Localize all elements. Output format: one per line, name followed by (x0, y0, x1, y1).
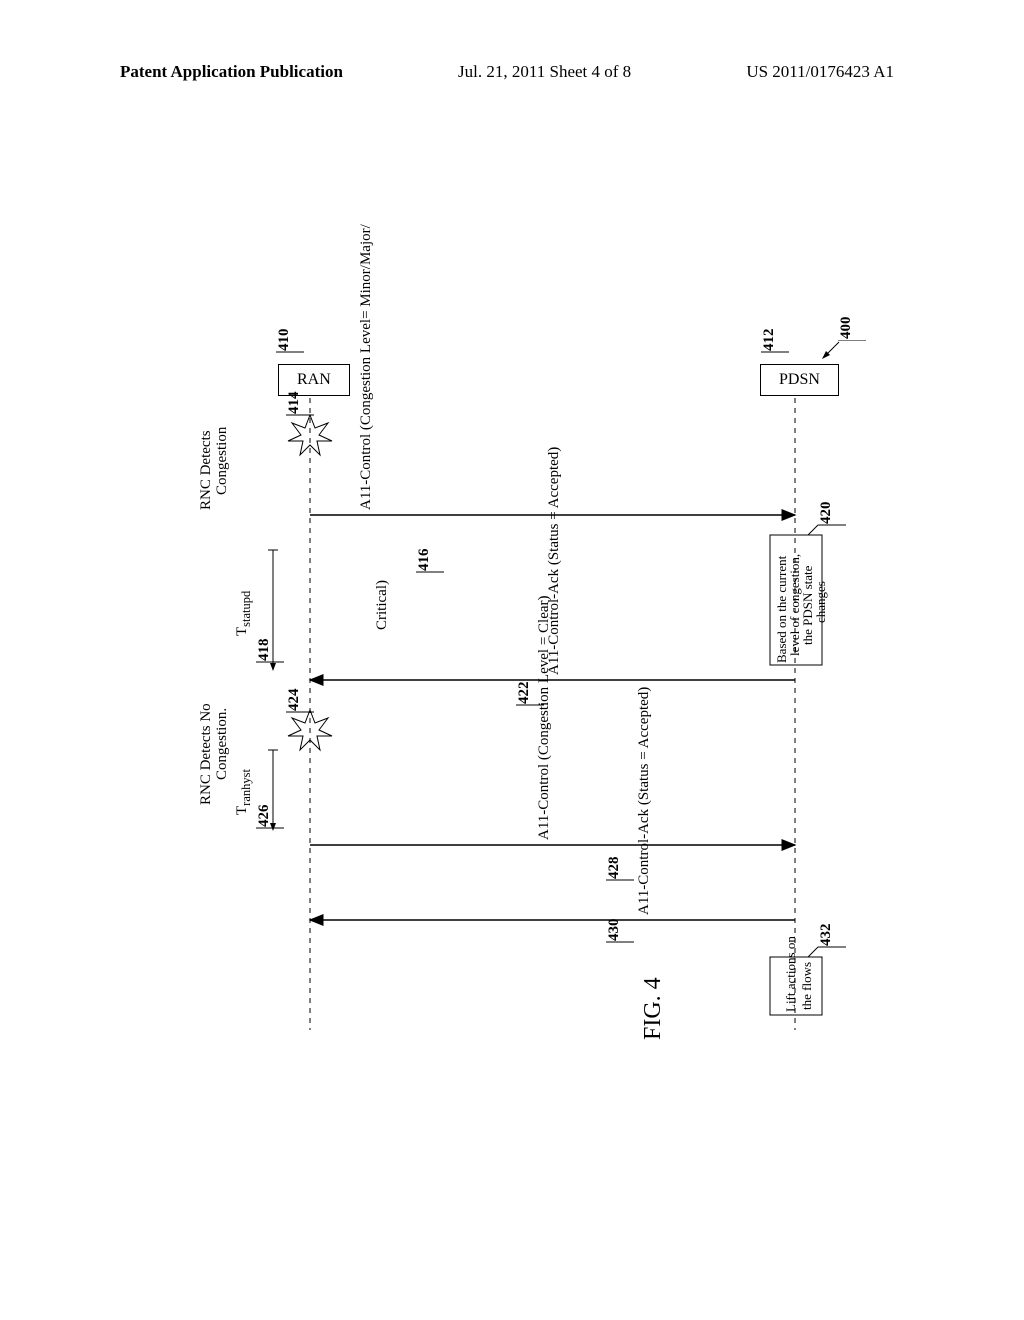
msg-m1-line1: A11-Control (Congestion Level= Minor/Maj… (358, 224, 375, 510)
process-p2-l2: the flows (799, 962, 815, 1010)
ref-416: 416 (416, 549, 433, 572)
ref-424: 424 (286, 689, 303, 712)
process-p1-l4: changes (813, 581, 829, 623)
ref-420: 420 (818, 502, 835, 525)
event-rnc-nocongestion-l2: Congestion. (214, 708, 231, 780)
ref-430: 430 (606, 919, 623, 942)
process-p2-l1: Lift actions on (783, 936, 799, 1012)
header-center: Jul. 21, 2011 Sheet 4 of 8 (458, 62, 631, 82)
ref-418: 418 (256, 639, 273, 662)
ref-432: 432 (818, 924, 835, 947)
msg-m3: A11-Control (Congestion Level = Clear) (536, 595, 553, 840)
sequence-diagram: RAN PDSN 410 412 400 414 416 418 420 422… (90, 340, 910, 1040)
lifeline-pdsn: PDSN (760, 364, 839, 396)
ref-400: 400 (838, 317, 855, 340)
ref-412: 412 (761, 329, 778, 352)
timer-tstatupd: Tstatupd (234, 591, 254, 636)
ref-428: 428 (606, 857, 623, 880)
msg-m1-line2: Critical) (374, 580, 391, 630)
header-left: Patent Application Publication (120, 62, 343, 82)
msg-m4: A11-Control-Ack (Status = Accepted) (636, 687, 653, 915)
ref-426: 426 (256, 805, 273, 828)
event-rnc-nocongestion-l1: RNC Detects No (198, 703, 215, 805)
ref-410: 410 (276, 329, 293, 352)
ref-414: 414 (286, 392, 303, 415)
header-right: US 2011/0176423 A1 (746, 62, 894, 82)
figure-caption: FIG. 4 (640, 977, 667, 1040)
timer-tranhyst: Tranhyst (234, 769, 254, 815)
event-rnc-congestion-l2: Congestion (214, 427, 231, 495)
event-rnc-congestion-l1: RNC Detects (198, 430, 215, 510)
ref-422: 422 (516, 682, 533, 705)
